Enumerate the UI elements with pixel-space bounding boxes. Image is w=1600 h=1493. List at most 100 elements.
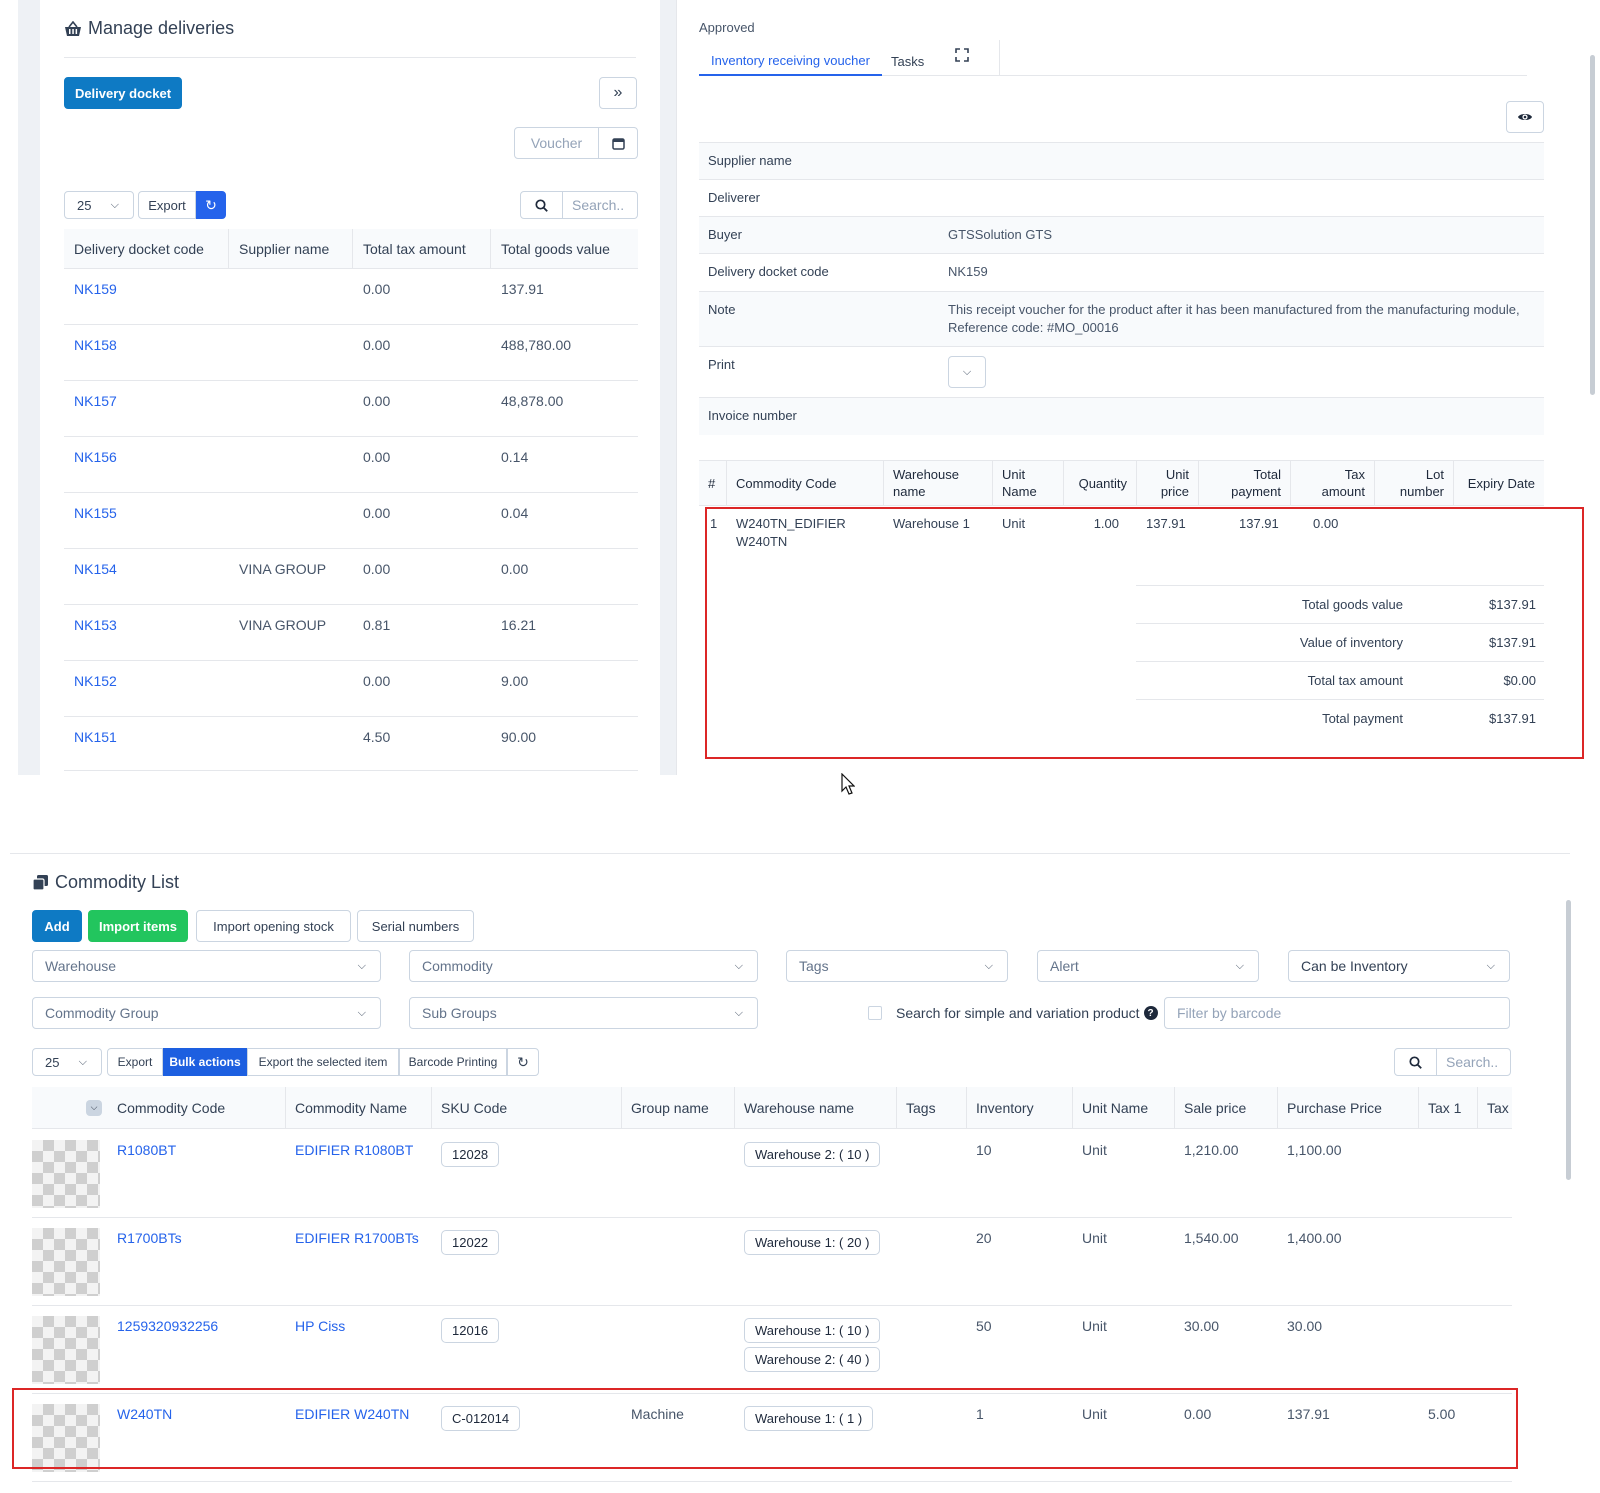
add-button[interactable]: Add (32, 910, 82, 942)
info-label: Note (708, 302, 736, 317)
product-thumbnail[interactable] (32, 1404, 100, 1472)
bottom-search-box[interactable]: Search.. (1394, 1048, 1511, 1076)
alert-filter[interactable]: Alert ⌵ (1037, 950, 1259, 982)
top-middle-gap (660, 0, 676, 775)
question-circle-icon[interactable]: ? (1143, 1006, 1158, 1020)
delivery-docket-code-link[interactable]: NK159 (74, 281, 117, 297)
calendar-icon[interactable] (599, 128, 637, 158)
voucher-filter[interactable]: Voucher (514, 127, 638, 159)
refresh-button[interactable]: ↻ (196, 191, 226, 219)
col-group-name[interactable]: Group name (622, 1087, 735, 1128)
info-value (948, 189, 1544, 216)
col-purchase-price[interactable]: Purchase Price (1278, 1087, 1419, 1128)
commodity-code-link[interactable]: R1080BT (117, 1142, 177, 1158)
delivery-docket-code-link[interactable]: NK151 (74, 729, 117, 745)
manage-deliveries-panel: Manage deliveries Delivery docket » Vouc… (40, 0, 660, 775)
collapse-toggle-button[interactable]: » (599, 77, 637, 109)
col-commodity-code[interactable]: Commodity Code (108, 1087, 286, 1128)
barcode-filter-input[interactable]: Filter by barcode (1164, 997, 1510, 1029)
item-num-cell: 1 (710, 516, 718, 531)
total-goods-cell: 9.00 (501, 673, 529, 689)
col-tax-1[interactable]: Tax 1 (1419, 1087, 1478, 1128)
col-tax-2[interactable]: Tax 2 (1487, 1099, 1512, 1116)
bottom-scrollbar[interactable] (1566, 900, 1571, 1180)
import-opening-stock-button[interactable]: Import opening stock (196, 910, 351, 942)
product-thumbnail[interactable] (32, 1316, 100, 1384)
tab-inventory-receiving-voucher[interactable]: Inventory receiving voucher (699, 46, 882, 76)
product-thumbnail[interactable] (32, 1140, 100, 1208)
import-items-button[interactable]: Import items (88, 910, 188, 942)
search-input[interactable]: Search.. (572, 197, 625, 213)
delivery-docket-button[interactable]: Delivery docket (64, 77, 182, 109)
col-unit-price[interactable]: Unit price (1137, 461, 1199, 505)
sub-groups-filter[interactable]: Sub Groups ⌵ (409, 997, 758, 1029)
commodity-name-link[interactable]: HP Ciss (295, 1318, 346, 1334)
tab-tasks[interactable]: Tasks (891, 53, 925, 69)
bottom-page-size-select[interactable]: 25 ⌵ (32, 1048, 102, 1076)
variation-checkbox[interactable] (868, 1006, 882, 1020)
col-quantity[interactable]: Quantity (1064, 461, 1137, 505)
total-tax-cell: 0.00 (363, 281, 391, 297)
commodity-code-link[interactable]: 1259320932256 (117, 1318, 219, 1334)
chevron-down-icon[interactable]: ⌵ (86, 1099, 102, 1116)
commodity-code-link[interactable]: W240TN (117, 1406, 173, 1422)
col-commodity-code[interactable]: Commodity Code (727, 461, 884, 505)
tags-filter[interactable]: Tags ⌵ (786, 950, 1008, 982)
fullscreen-icon[interactable] (955, 48, 969, 62)
col-tax-amount[interactable]: Tax amount (1291, 461, 1375, 505)
commodity-code-link[interactable]: R1700BTs (117, 1230, 182, 1246)
delivery-docket-code-link[interactable]: NK154 (74, 561, 117, 577)
sku-badge: C-012014 (441, 1406, 521, 1431)
col-delivery-docket-code[interactable]: Delivery docket code (64, 229, 229, 268)
commodity-filter[interactable]: Commodity ⌵ (409, 950, 758, 982)
commodity-name-link[interactable]: EDIFIER R1080BT (295, 1142, 414, 1158)
delivery-docket-code-link[interactable]: NK153 (74, 617, 117, 633)
inventory-cell: 50 (976, 1318, 992, 1334)
col-warehouse-name[interactable]: Warehouse name (884, 461, 993, 505)
total-row: Value of inventory $137.91 (1136, 623, 1544, 661)
bottom-search-input[interactable]: Search.. (1446, 1054, 1499, 1070)
col-commodity-name[interactable]: Commodity Name (286, 1087, 432, 1128)
col-total-goods[interactable]: Total goods value (501, 240, 610, 257)
export-button[interactable]: Export (138, 191, 196, 219)
bottom-export-button[interactable]: Export (107, 1048, 163, 1076)
bottom-refresh-button[interactable]: ↻ (507, 1048, 539, 1076)
col-inventory[interactable]: Inventory (967, 1087, 1073, 1128)
top-left-bg (18, 0, 40, 775)
page-size-select[interactable]: 25 ⌵ (64, 191, 134, 219)
delivery-docket-code-link[interactable]: NK157 (74, 393, 117, 409)
commodity-name-link[interactable]: EDIFIER R1700BTs (295, 1230, 419, 1246)
delivery-docket-code-link[interactable]: NK155 (74, 505, 117, 521)
col-warehouse-name[interactable]: Warehouse name (735, 1087, 897, 1128)
export-selected-button[interactable]: Export the selected item (247, 1048, 399, 1076)
delivery-docket-code-link[interactable]: NK156 (74, 449, 117, 465)
col-unit-name[interactable]: Unit Name (993, 461, 1064, 505)
chevron-down-icon: ⌵ (984, 960, 993, 972)
serial-numbers-button[interactable]: Serial numbers (357, 910, 474, 942)
col-unit-name[interactable]: Unit Name (1073, 1087, 1175, 1128)
barcode-printing-button[interactable]: Barcode Printing (399, 1048, 507, 1076)
print-dropdown-button[interactable]: ⌵ (948, 356, 986, 388)
detail-scrollbar[interactable] (1590, 55, 1595, 395)
delivery-docket-code-link[interactable]: NK152 (74, 673, 117, 689)
select-all-toggle[interactable]: ⌵ (32, 1087, 108, 1128)
col-total-tax[interactable]: Total tax amount (353, 229, 491, 268)
col-sale-price[interactable]: Sale price (1175, 1087, 1278, 1128)
col-supplier-name[interactable]: Supplier name (229, 229, 353, 268)
preview-button[interactable] (1506, 101, 1544, 133)
warehouse-filter[interactable]: Warehouse ⌵ (32, 950, 381, 982)
col-total-payment[interactable]: Total payment (1199, 461, 1291, 505)
col-index[interactable]: # (699, 461, 727, 505)
commodity-group-filter[interactable]: Commodity Group ⌵ (32, 997, 381, 1029)
search-box[interactable]: Search.. (520, 191, 638, 219)
delivery-docket-code-link[interactable]: NK158 (74, 337, 117, 353)
col-expiry-date[interactable]: Expiry Date (1467, 475, 1535, 491)
commodity-name-link[interactable]: EDIFIER W240TN (295, 1406, 410, 1422)
col-sku-code[interactable]: SKU Code (432, 1087, 622, 1128)
col-tags[interactable]: Tags (897, 1087, 967, 1128)
can-be-inventory-filter[interactable]: Can be Inventory ⌵ (1288, 950, 1510, 982)
product-thumbnail[interactable] (32, 1228, 100, 1296)
col-lot-number[interactable]: Lot number (1375, 461, 1454, 505)
bulk-actions-button[interactable]: Bulk actions (163, 1048, 247, 1076)
tax-1-cell: 5.00 (1428, 1406, 1456, 1422)
